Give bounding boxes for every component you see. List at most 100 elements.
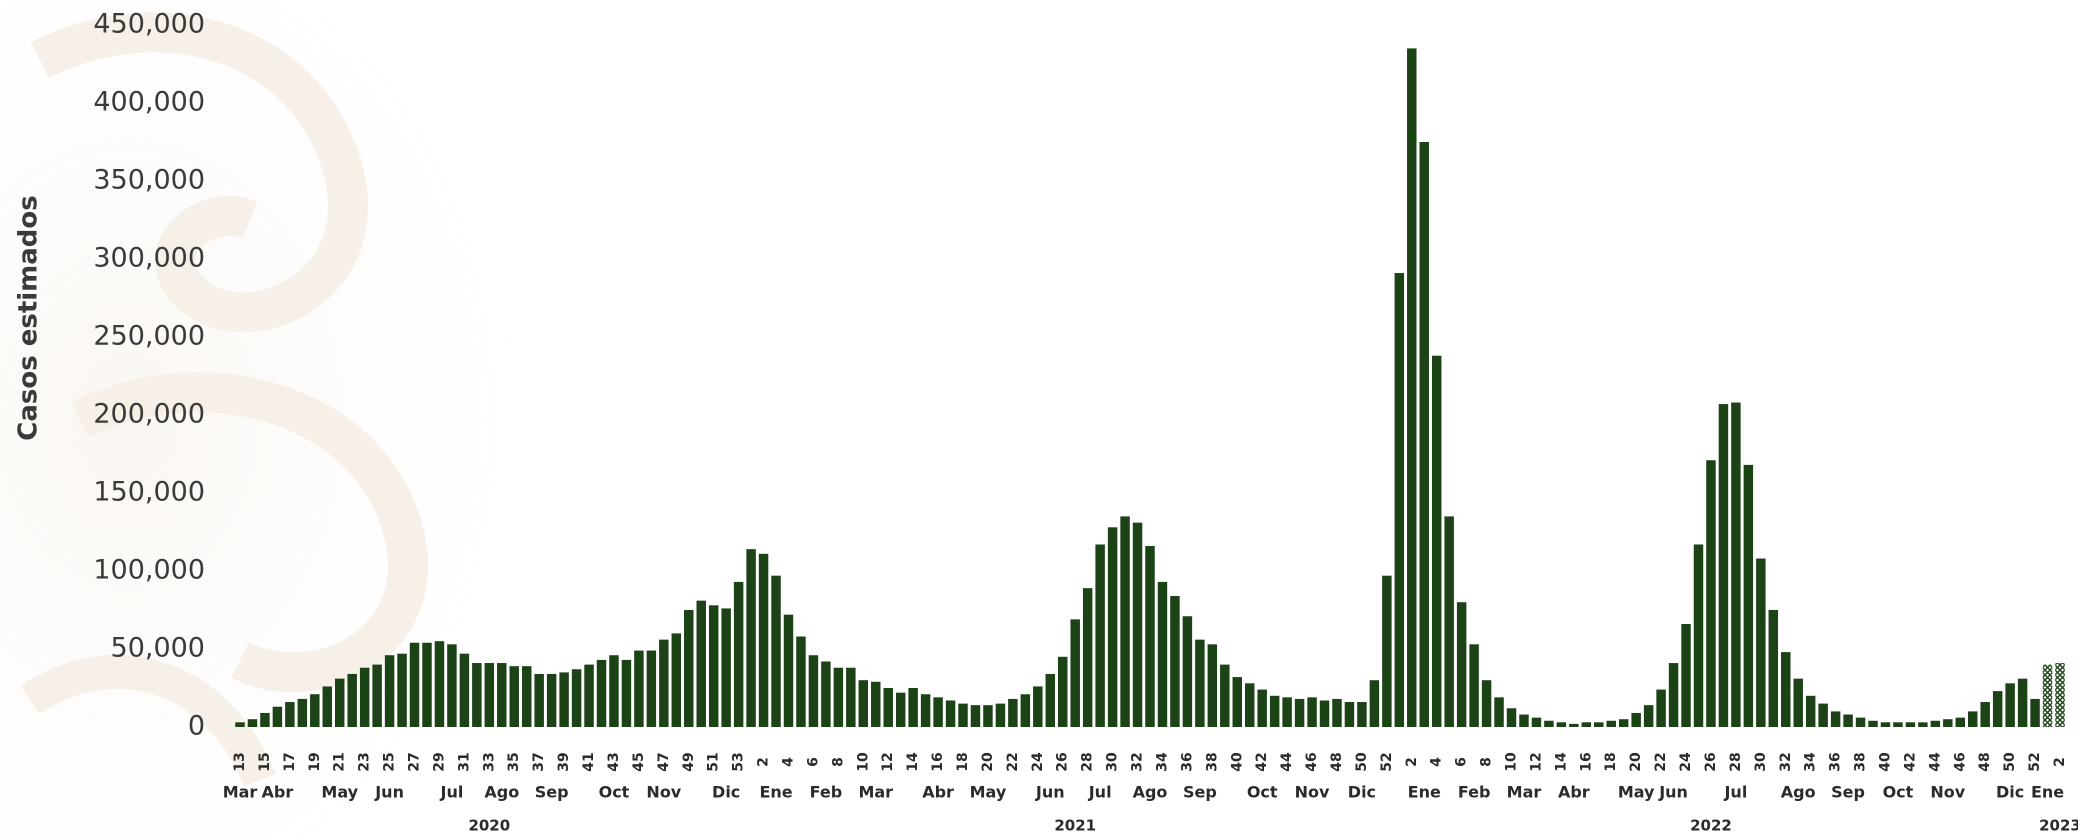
x-tick-label: 34 bbox=[1803, 752, 1819, 772]
month-label: Jun bbox=[1658, 783, 1688, 802]
month-label: Jun bbox=[1035, 783, 1065, 802]
x-tick-label: 40 bbox=[1877, 752, 1893, 772]
bar bbox=[334, 678, 345, 727]
bar bbox=[1244, 683, 1255, 727]
bar bbox=[1058, 656, 1068, 727]
x-tick-label: 42 bbox=[1902, 752, 1918, 771]
bar bbox=[2005, 683, 2015, 727]
bar bbox=[733, 581, 744, 727]
bar bbox=[1269, 695, 1280, 727]
month-label: Ago bbox=[1781, 783, 1816, 802]
x-tick-label: 22 bbox=[1653, 752, 1669, 771]
month-label: Ago bbox=[1133, 783, 1168, 802]
month-label: Dic bbox=[1348, 783, 1376, 802]
x-tick-label: 8 bbox=[830, 757, 846, 767]
bar bbox=[1706, 460, 1716, 727]
bar bbox=[920, 694, 931, 727]
bar bbox=[783, 614, 794, 727]
x-tick-label: 2 bbox=[2052, 757, 2068, 767]
x-tick-label: 48 bbox=[1977, 752, 1993, 771]
x-tick-label: 12 bbox=[880, 752, 896, 771]
x-tick-label: 33 bbox=[481, 752, 497, 771]
bar bbox=[1319, 700, 1330, 727]
bar bbox=[1469, 644, 1479, 727]
x-tick-label: 24 bbox=[1030, 752, 1046, 772]
month-label: Jul bbox=[440, 783, 464, 802]
bar bbox=[1257, 689, 1267, 727]
x-tick-label: 10 bbox=[1504, 752, 1520, 772]
x-tick-label: 48 bbox=[1329, 752, 1345, 771]
bar bbox=[1556, 722, 1567, 727]
month-label: Jun bbox=[374, 783, 404, 802]
bar bbox=[945, 700, 956, 727]
x-tick-label: 6 bbox=[805, 757, 821, 767]
month-label: Dic bbox=[712, 783, 740, 802]
x-tick-label: 38 bbox=[1204, 752, 1220, 771]
bar bbox=[1918, 722, 1928, 727]
bar bbox=[1631, 712, 1641, 727]
month-label: Oct bbox=[599, 783, 630, 802]
background-ornament bbox=[0, 0, 640, 838]
x-tick-label: 50 bbox=[2002, 752, 2018, 772]
bar bbox=[1594, 722, 1604, 727]
year-label: 2021 bbox=[1054, 817, 1096, 835]
x-tick-label: 14 bbox=[905, 752, 921, 772]
x-tick-label: 15 bbox=[257, 752, 273, 771]
bar bbox=[1431, 355, 1442, 727]
month-label: May bbox=[1618, 783, 1655, 802]
y-tick-label: 250,000 bbox=[93, 321, 205, 352]
bar bbox=[596, 659, 607, 727]
bar bbox=[534, 673, 544, 727]
x-tick-label: 36 bbox=[1179, 752, 1195, 771]
x-tick-label: 52 bbox=[1379, 752, 1395, 771]
bar bbox=[895, 692, 906, 727]
bar bbox=[260, 712, 270, 727]
month-label: Ene bbox=[759, 783, 792, 802]
bar bbox=[1369, 680, 1380, 727]
bar bbox=[721, 608, 731, 727]
x-tick-label: 29 bbox=[431, 752, 447, 771]
month-label: Oct bbox=[1247, 783, 1278, 802]
bar bbox=[871, 681, 881, 727]
bar bbox=[1818, 703, 1828, 727]
bar bbox=[1207, 644, 1218, 727]
bar bbox=[1781, 652, 1791, 727]
x-tick-label: 26 bbox=[1055, 752, 1071, 771]
bar bbox=[1107, 527, 1118, 727]
bar bbox=[1494, 697, 1504, 727]
bar bbox=[235, 722, 245, 727]
x-tick-label: 39 bbox=[556, 752, 572, 771]
x-tick-label: 12 bbox=[1528, 752, 1544, 771]
bar bbox=[584, 664, 594, 727]
bar bbox=[397, 653, 407, 727]
x-tick-label: 35 bbox=[506, 752, 522, 771]
y-tick-label: 150,000 bbox=[93, 477, 205, 508]
bar bbox=[297, 698, 308, 727]
bar bbox=[634, 650, 644, 727]
x-tick-label: 8 bbox=[1479, 757, 1495, 767]
bar bbox=[696, 600, 706, 727]
bar bbox=[1980, 702, 1990, 727]
month-label: Dic bbox=[1996, 783, 2024, 802]
x-tick-label: 26 bbox=[1703, 752, 1719, 771]
bar bbox=[1220, 664, 1230, 727]
bar bbox=[1481, 680, 1492, 727]
bar bbox=[1544, 720, 1554, 727]
bar bbox=[1357, 702, 1367, 727]
bar bbox=[1444, 516, 1454, 727]
bar bbox=[1045, 673, 1056, 727]
x-tick-label: 22 bbox=[1005, 752, 1021, 771]
x-tick-label: 6 bbox=[1454, 757, 1470, 767]
bar bbox=[1955, 717, 1966, 727]
bar bbox=[908, 688, 918, 727]
x-tick-label: 28 bbox=[1728, 752, 1744, 771]
x-tick-label: 2 bbox=[756, 757, 772, 767]
month-label: Nov bbox=[646, 783, 681, 802]
x-tick-label: 2 bbox=[1404, 757, 1420, 767]
bar bbox=[659, 639, 669, 727]
x-tick-label: 16 bbox=[930, 752, 946, 771]
bar bbox=[1033, 686, 1043, 727]
bar bbox=[459, 653, 470, 727]
bar bbox=[708, 605, 719, 727]
